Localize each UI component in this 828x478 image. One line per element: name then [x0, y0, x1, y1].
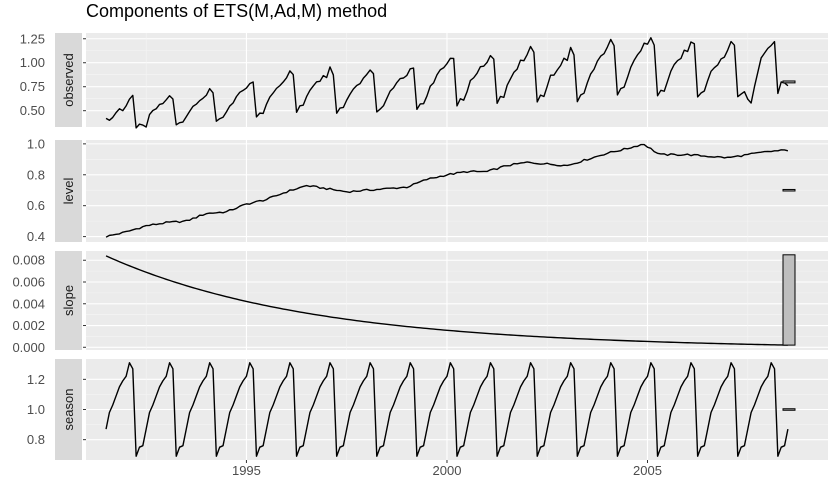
level-panel-background	[86, 140, 828, 242]
season-y-tick-label: 1.0	[27, 402, 45, 417]
x-tick-label: 2000	[433, 463, 462, 478]
observed-panel-background	[86, 33, 828, 127]
observed-y-tick-label: 1.00	[20, 55, 45, 70]
season-y-tick-label: 0.8	[27, 432, 45, 447]
level-range-bar	[782, 188, 796, 192]
season-range-bar	[782, 408, 796, 411]
observed-y-tick-label: 0.50	[20, 103, 45, 118]
observed-strip	[55, 33, 82, 127]
level-y-tick-label: 1.0	[27, 136, 45, 151]
season-series-line	[105, 362, 789, 457]
slope-strip	[55, 251, 82, 350]
season-strip-label: season	[61, 389, 76, 431]
observed-y-tick-label: 0.75	[20, 79, 45, 94]
observed-range-bar	[782, 80, 796, 84]
x-tick-label: 2005	[633, 463, 662, 478]
level-y-tick-label: 0.6	[27, 198, 45, 213]
slope-range-bar	[782, 254, 796, 346]
observed-y-tick-label: 1.25	[20, 31, 45, 46]
slope-strip-label: slope	[61, 285, 76, 316]
slope-panel-background	[86, 251, 828, 350]
slope-y-tick-label: 0.000	[12, 340, 45, 355]
slope-series-line	[105, 255, 788, 346]
level-y-tick-label: 0.8	[27, 167, 45, 182]
slope-y-tick-label: 0.008	[12, 253, 45, 268]
observed-series-line	[105, 37, 789, 129]
slope-y-tick-label: 0.004	[12, 296, 45, 311]
x-tick-label: 1995	[232, 463, 261, 478]
slope-y-tick-label: 0.006	[12, 275, 45, 290]
level-strip-label: level	[61, 178, 76, 205]
season-strip	[55, 359, 82, 460]
slope-y-tick-label: 0.002	[12, 318, 45, 333]
observed-strip-label: observed	[61, 53, 76, 106]
chart-title: Components of ETS(M,Ad,M) method	[86, 1, 388, 21]
level-series-line	[105, 143, 789, 238]
season-y-tick-label: 1.2	[27, 372, 45, 387]
level-strip	[55, 140, 82, 242]
level-y-tick-label: 0.4	[27, 229, 45, 244]
